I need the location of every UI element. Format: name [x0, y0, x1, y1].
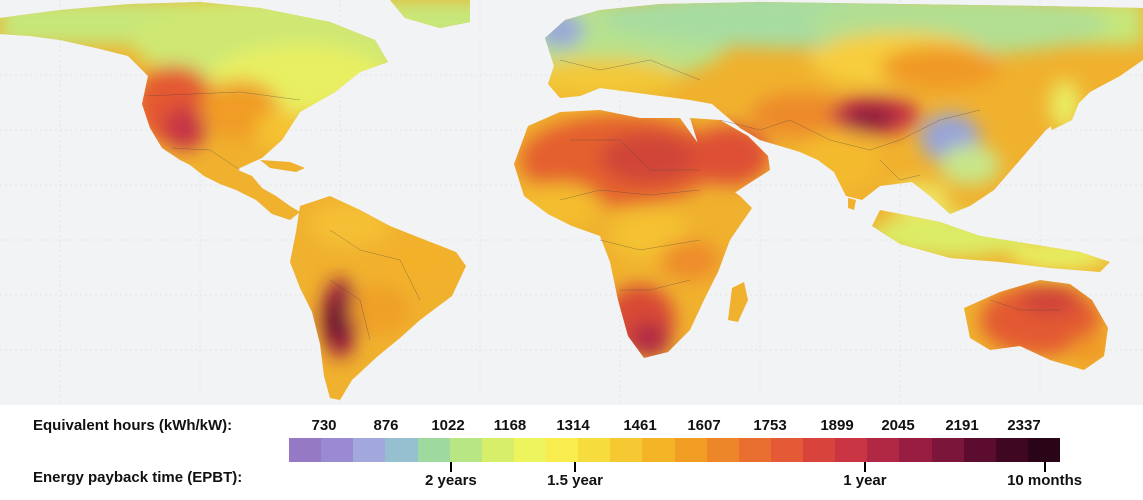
- color-swatch: [803, 438, 836, 462]
- color-swatch: [610, 438, 643, 462]
- solar-irradiation-world-map: [0, 0, 1143, 405]
- hours-value: 1168: [493, 417, 527, 434]
- hours-value: 1607: [687, 417, 721, 434]
- color-swatch: [1027, 438, 1060, 462]
- epbt-label: 1.5 year: [547, 472, 603, 489]
- hours-value: 1899: [820, 417, 854, 434]
- color-swatch: [321, 438, 354, 462]
- color-swatch: [353, 438, 386, 462]
- color-swatch: [642, 438, 675, 462]
- color-swatch: [385, 438, 418, 462]
- hours-value: 1022: [431, 417, 465, 434]
- hours-value: 2191: [945, 417, 979, 434]
- color-scale-bar: [289, 438, 1060, 462]
- hours-value: 1461: [623, 417, 657, 434]
- hours-value: 2045: [881, 417, 915, 434]
- epbt-label: 2 years: [425, 472, 477, 489]
- color-swatch: [706, 438, 739, 462]
- color-swatch: [931, 438, 964, 462]
- epbt-label: 10 months: [1007, 472, 1083, 489]
- color-swatch: [770, 438, 803, 462]
- color-swatch: [995, 438, 1028, 462]
- color-swatch: [417, 438, 450, 462]
- epbt-tick: [863, 462, 866, 472]
- hours-legend-title: Equivalent hours (kWh/kW):: [33, 417, 233, 434]
- hours-value: 730: [311, 417, 337, 434]
- epbt-tick: [1043, 462, 1046, 472]
- country-borders: [144, 59, 1060, 341]
- color-swatch: [481, 438, 514, 462]
- color-swatch: [963, 438, 996, 462]
- epbt-tick: [449, 462, 452, 472]
- color-swatch: [546, 438, 579, 462]
- color-swatch: [899, 438, 932, 462]
- color-swatch: [835, 438, 868, 462]
- hours-value: 876: [373, 417, 399, 434]
- hours-value: 1314: [556, 417, 590, 434]
- color-swatch: [674, 438, 707, 462]
- legend: Equivalent hours (kWh/kW): 730 876 1022 …: [0, 405, 1143, 500]
- color-swatch: [449, 438, 482, 462]
- hours-value: 2337: [1007, 417, 1041, 434]
- color-swatch: [738, 438, 771, 462]
- color-swatch: [867, 438, 900, 462]
- color-swatch: [578, 438, 611, 462]
- epbt-legend-title: Energy payback time (EPBT):: [33, 469, 243, 486]
- hours-value: 1753: [753, 417, 787, 434]
- color-swatch: [513, 438, 546, 462]
- color-swatch: [289, 438, 322, 462]
- epbt-label: 1 year: [843, 472, 887, 489]
- epbt-tick: [574, 462, 577, 472]
